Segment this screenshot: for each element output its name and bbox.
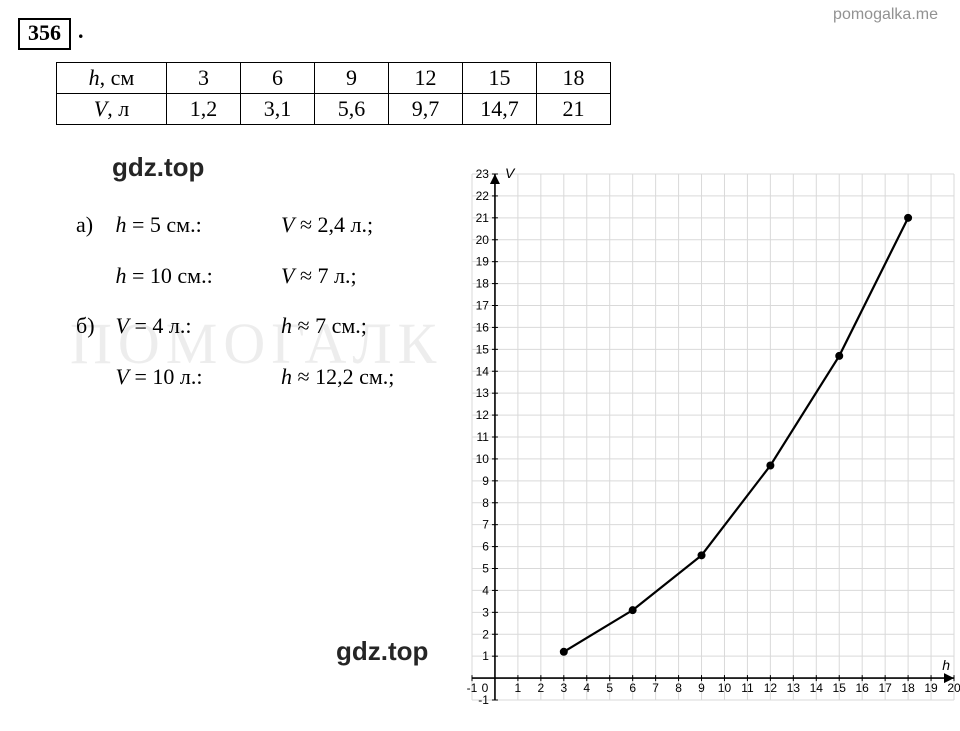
- svg-text:5: 5: [606, 681, 613, 695]
- answers-block: а) h = 5 см.: V ≈ 2,4 л.; h = 10 см.: V …: [76, 200, 394, 402]
- table-cell: 9,7: [389, 94, 463, 125]
- table-cell: 5,6: [315, 94, 389, 125]
- svg-text:19: 19: [924, 681, 938, 695]
- table-row: V, л 1,2 3,1 5,6 9,7 14,7 21: [57, 94, 611, 125]
- svg-text:10: 10: [476, 452, 490, 466]
- table-header-h: h, см: [57, 63, 167, 94]
- gdz-overlay: gdz.top: [336, 636, 428, 667]
- svg-text:11: 11: [741, 681, 754, 695]
- table-cell: 14,7: [463, 94, 537, 125]
- h-symbol: h: [89, 65, 100, 90]
- answer-row: V = 10 л.: h ≈ 12,2 см.;: [76, 352, 394, 403]
- svg-text:7: 7: [482, 518, 489, 532]
- svg-text:7: 7: [652, 681, 659, 695]
- gdz-overlay: gdz.top: [112, 152, 204, 183]
- answer-row: а) h = 5 см.: V ≈ 2,4 л.;: [76, 200, 394, 251]
- svg-text:1: 1: [482, 649, 489, 663]
- answer-result: h ≈ 12,2 см.;: [281, 352, 394, 403]
- problem-number-dot: .: [78, 18, 84, 44]
- site-watermark: pomogalka.me: [833, 6, 938, 24]
- svg-text:5: 5: [482, 562, 489, 576]
- table-cell: 15: [463, 63, 537, 94]
- svg-text:15: 15: [833, 681, 847, 695]
- answer-row: б) V = 4 л.: h ≈ 7 см.;: [76, 301, 394, 352]
- svg-text:13: 13: [787, 681, 801, 695]
- v-symbol: V: [94, 96, 107, 121]
- problem-number: 356: [28, 20, 61, 45]
- answer-label-b: б): [76, 301, 110, 352]
- table-cell: 3: [167, 63, 241, 94]
- h-unit: , см: [100, 65, 135, 90]
- table-cell: 1,2: [167, 94, 241, 125]
- v-unit: , л: [107, 96, 129, 121]
- svg-text:16: 16: [856, 681, 870, 695]
- chart-container: -101234567891011121314151617181920-11234…: [438, 168, 960, 726]
- data-table: h, см 3 6 9 12 15 18 V, л 1,2 3,1 5,6 9,…: [56, 62, 611, 125]
- chart-svg: -101234567891011121314151617181920-11234…: [438, 168, 960, 726]
- svg-text:16: 16: [476, 320, 490, 334]
- table-cell: 21: [537, 94, 611, 125]
- svg-text:3: 3: [560, 681, 567, 695]
- answer-cond: h = 5 см.:: [116, 200, 276, 251]
- table-cell: 9: [315, 63, 389, 94]
- svg-text:12: 12: [764, 681, 778, 695]
- svg-text:18: 18: [476, 277, 490, 291]
- svg-text:6: 6: [482, 540, 489, 554]
- svg-text:22: 22: [476, 189, 490, 203]
- svg-text:-1: -1: [478, 693, 489, 707]
- svg-text:-1: -1: [467, 681, 478, 695]
- table-cell: 18: [537, 63, 611, 94]
- svg-text:1: 1: [515, 681, 522, 695]
- svg-text:20: 20: [476, 233, 490, 247]
- table-cell: 6: [241, 63, 315, 94]
- answer-cond: V = 4 л.:: [116, 301, 276, 352]
- table-cell: 12: [389, 63, 463, 94]
- svg-text:6: 6: [629, 681, 636, 695]
- svg-text:10: 10: [718, 681, 732, 695]
- svg-text:4: 4: [482, 583, 489, 597]
- svg-text:4: 4: [583, 681, 590, 695]
- svg-text:h: h: [942, 657, 950, 673]
- svg-text:2: 2: [482, 627, 489, 641]
- answer-cond: h = 10 см.:: [116, 251, 276, 302]
- svg-text:21: 21: [476, 211, 490, 225]
- table-row: h, см 3 6 9 12 15 18: [57, 63, 611, 94]
- svg-text:3: 3: [482, 605, 489, 619]
- table-cell: 3,1: [241, 94, 315, 125]
- answer-row: h = 10 см.: V ≈ 7 л.;: [76, 251, 394, 302]
- svg-text:18: 18: [901, 681, 915, 695]
- svg-text:17: 17: [476, 299, 490, 313]
- svg-text:19: 19: [476, 255, 490, 269]
- svg-text:8: 8: [675, 681, 682, 695]
- answer-cond: V = 10 л.:: [116, 352, 276, 403]
- svg-text:17: 17: [878, 681, 892, 695]
- problem-number-box: 356: [18, 18, 71, 50]
- answer-result: h ≈ 7 см.;: [281, 301, 367, 352]
- table-header-v: V, л: [57, 94, 167, 125]
- svg-text:20: 20: [947, 681, 960, 695]
- svg-text:12: 12: [476, 408, 490, 422]
- svg-text:14: 14: [810, 681, 824, 695]
- svg-text:13: 13: [476, 386, 490, 400]
- svg-text:14: 14: [476, 364, 490, 378]
- svg-text:11: 11: [476, 430, 489, 444]
- svg-text:2: 2: [538, 681, 545, 695]
- svg-text:9: 9: [698, 681, 705, 695]
- svg-text:15: 15: [476, 342, 490, 356]
- answer-label-a: а): [76, 200, 110, 251]
- svg-text:23: 23: [476, 168, 490, 181]
- answer-result: V ≈ 2,4 л.;: [281, 200, 373, 251]
- svg-text:8: 8: [482, 496, 489, 510]
- svg-text:9: 9: [482, 474, 489, 488]
- answer-result: V ≈ 7 л.;: [281, 251, 357, 302]
